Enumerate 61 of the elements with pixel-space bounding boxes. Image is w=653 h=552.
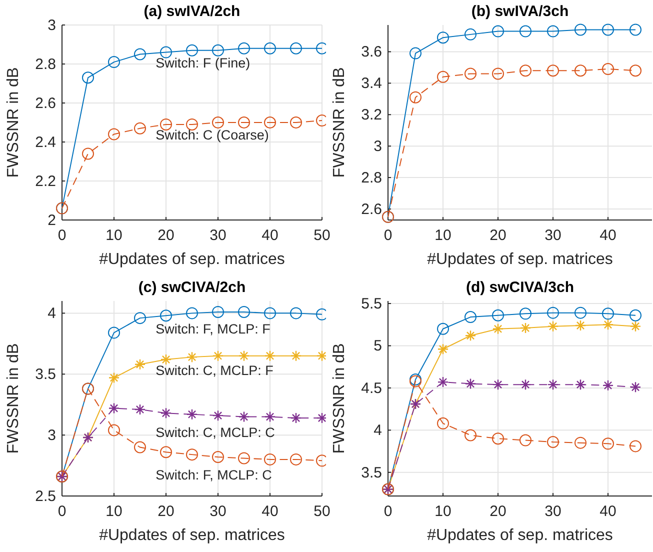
x-axis-title: #Updates of sep. matrices (427, 527, 613, 544)
y-tick-label: 3 (374, 138, 382, 156)
y-axis-title: FWSSNR in dB (5, 67, 22, 178)
y-axis-title: FWSSNR in dB (5, 343, 22, 454)
x-tick-label: 10 (106, 503, 122, 520)
y-axis-title: FWSSNR in dB (331, 67, 348, 178)
y-tick-label: 4 (374, 422, 382, 440)
y-tick-label: 2.4 (35, 134, 56, 151)
series-label: Switch: F, MCLP: C (156, 468, 272, 483)
x-tick-label: 0 (384, 503, 392, 520)
x-tick-label: 20 (490, 227, 506, 244)
chart-title: (b) swIVA/3ch (471, 3, 569, 20)
series-label: Switch: F, MCLP: F (156, 321, 270, 336)
y-tick-label: 2.2 (35, 173, 56, 190)
series-label: Switch: C (Coarse) (156, 128, 269, 143)
chart-title: (d) swCIVA/3ch (466, 279, 574, 296)
y-tick-label: 3 (48, 427, 56, 444)
chart-title: (c) swCIVA/2ch (138, 279, 246, 296)
y-tick-label: 2.5 (35, 488, 56, 505)
x-tick-label: 10 (434, 503, 452, 520)
x-tick-label: 50 (314, 227, 330, 244)
x-tick-label: 30 (544, 227, 562, 244)
y-tick-label: 5 (374, 338, 382, 355)
series-label: Switch: F (Fine) (156, 55, 250, 70)
chart-title: (a) swIVA/2ch (144, 3, 240, 20)
y-tick-label: 3.2 (361, 106, 382, 124)
y-tick-label: 2 (48, 212, 56, 229)
series-label: Switch: C, MCLP: F (156, 362, 274, 378)
y-tick-label: 2.8 (361, 170, 382, 187)
x-tick-label: 20 (158, 227, 174, 244)
y-tick-label: 5.5 (361, 296, 382, 313)
x-tick-label: 50 (314, 503, 330, 520)
y-tick-label: 4.5 (361, 380, 382, 397)
x-tick-label: 30 (210, 227, 226, 244)
x-tick-label: 40 (262, 227, 278, 244)
x-tick-label: 0 (58, 503, 66, 520)
series-label: Switch: C, MCLP: C (156, 425, 276, 440)
y-tick-label: 3 (48, 17, 56, 34)
y-tick-label: 2.6 (35, 95, 56, 112)
x-tick-label: 20 (158, 503, 174, 520)
x-tick-label: 10 (106, 227, 122, 244)
x-tick-label: 10 (434, 227, 452, 244)
y-tick-label: 3.5 (361, 464, 382, 482)
y-tick-label: 3.5 (35, 366, 56, 384)
x-tick-label: 0 (58, 227, 66, 244)
x-axis-title: #Updates of sep. matrices (427, 251, 613, 268)
x-axis-title: #Updates of sep. matrices (99, 251, 285, 268)
x-tick-label: 40 (600, 503, 616, 520)
y-tick-label: 2.6 (361, 200, 382, 218)
x-tick-label: 40 (600, 227, 616, 244)
y-axis-title: FWSSNR in dB (331, 343, 348, 454)
y-tick-label: 3.6 (361, 44, 382, 61)
x-axis-title: #Updates of sep. matrices (99, 527, 285, 544)
x-tick-label: 30 (210, 503, 226, 520)
y-tick-label: 3.4 (361, 75, 382, 92)
x-tick-label: 40 (262, 503, 278, 520)
x-tick-label: 20 (490, 503, 506, 520)
y-tick-label: 4 (48, 305, 56, 322)
x-tick-label: 0 (384, 227, 392, 244)
y-tick-label: 2.8 (35, 56, 56, 73)
x-tick-label: 30 (544, 503, 562, 520)
